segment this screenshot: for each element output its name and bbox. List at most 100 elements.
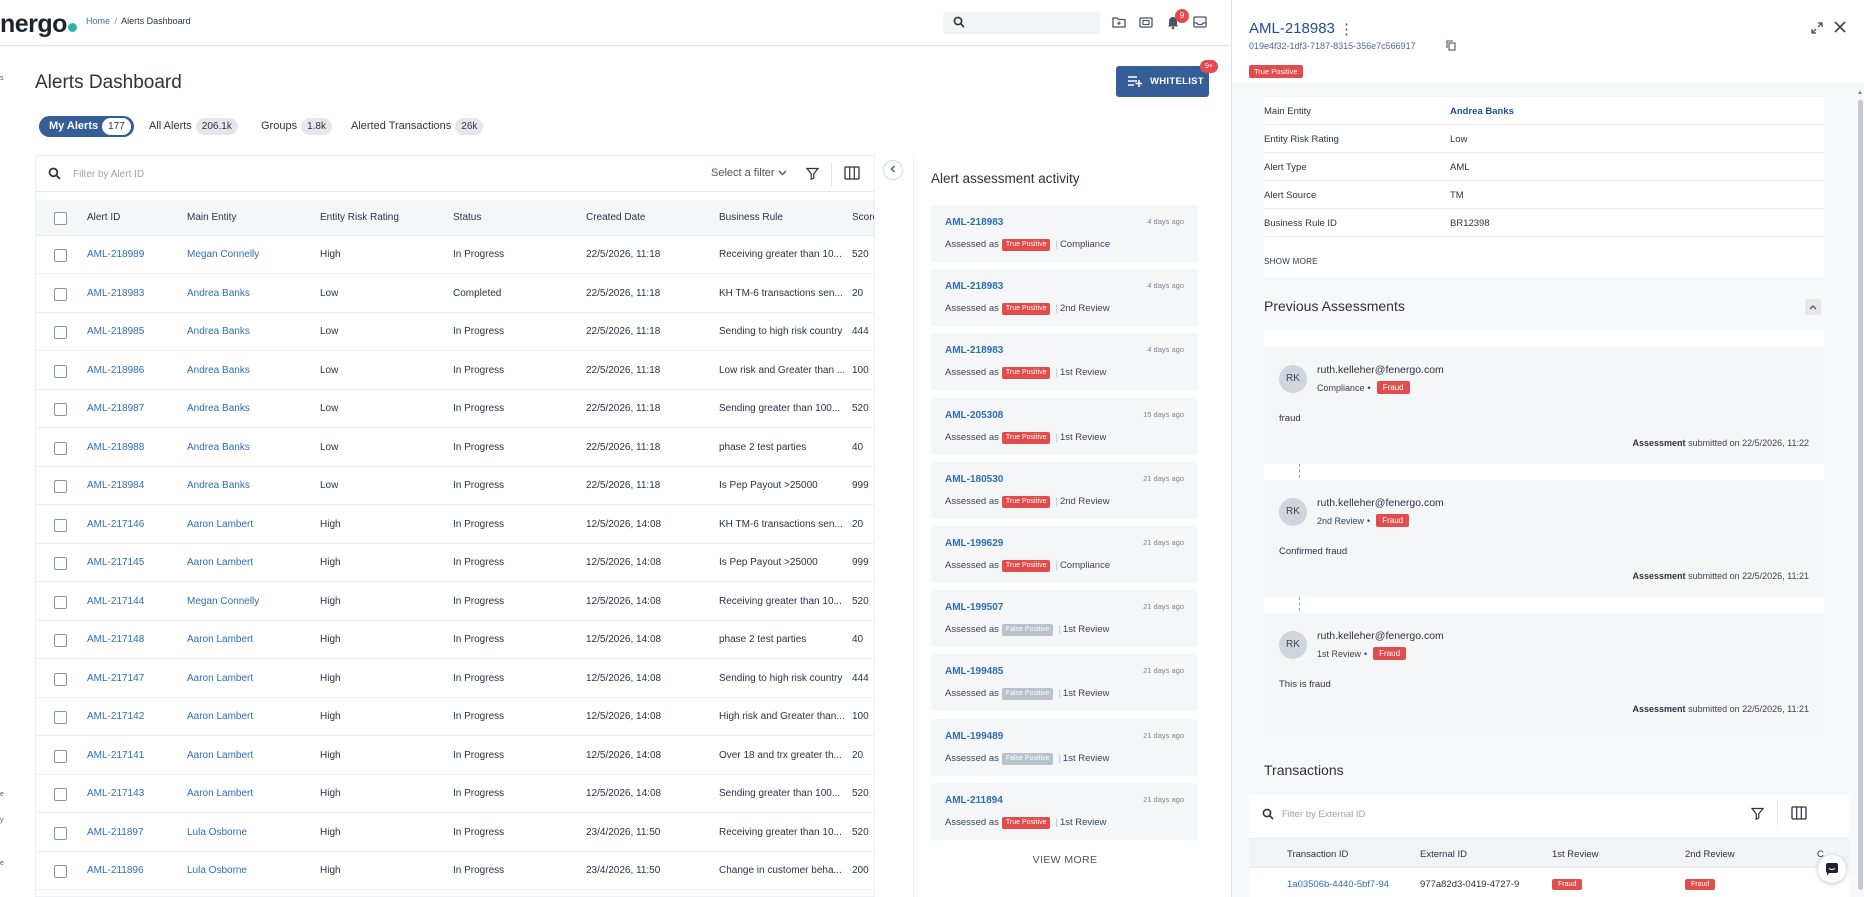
row-checkbox[interactable]: [54, 672, 67, 686]
select-all-checkbox[interactable]: [54, 212, 67, 225]
tab-groups[interactable]: Groups 1.8k: [261, 116, 332, 137]
alert-id-link[interactable]: AML-217143: [87, 788, 145, 799]
activity-alert-id[interactable]: AML-199489: [945, 730, 1004, 742]
main-entity-link[interactable]: Andrea Banks: [187, 480, 250, 491]
detail-value[interactable]: Andrea Banks: [1450, 106, 1514, 117]
column-header[interactable]: Status: [453, 212, 482, 223]
folder-icon[interactable]: [1111, 14, 1127, 30]
main-entity-link[interactable]: Aaron Lambert: [187, 518, 254, 530]
copy-icon[interactable]: [1446, 40, 1456, 51]
breadcrumb-home[interactable]: Home: [86, 16, 111, 26]
row-checkbox[interactable]: [54, 480, 67, 493]
row-checkbox[interactable]: [54, 441, 67, 455]
alert-id-link[interactable]: AML-211896: [87, 865, 144, 876]
scrollbar[interactable]: [1857, 96, 1863, 897]
table-row[interactable]: AML-218989 Megan Connelly High In Progress 2…: [36, 236, 874, 274]
activity-item[interactable]: AML-199485 21 days ago Assessed as False Po…: [931, 654, 1198, 712]
table-row[interactable]: AML-211897 Lula Osborne High In Progress 23/…: [36, 814, 874, 852]
alert-id-link[interactable]: AML-217146: [87, 518, 145, 530]
transaction-id-link[interactable]: 1a03506b-4440-5bf7-94: [1287, 879, 1389, 890]
row-checkbox[interactable]: [54, 788, 67, 801]
row-checkbox[interactable]: [54, 826, 67, 840]
alert-id-link[interactable]: AML-217144: [87, 595, 145, 607]
alert-id-link[interactable]: AML-218987: [87, 403, 145, 414]
main-entity-link[interactable]: Aaron Lambert: [187, 634, 254, 645]
main-entity-link[interactable]: Aaron Lambert: [187, 788, 254, 799]
column-header[interactable]: 1st Review: [1552, 849, 1599, 860]
main-entity-link[interactable]: Andrea Banks: [187, 326, 250, 337]
alert-id-link[interactable]: AML-218988: [87, 441, 145, 453]
global-search-input[interactable]: [943, 12, 1100, 34]
table-row[interactable]: AML-218984 Andrea Banks Low In Progress 22/5…: [36, 467, 874, 505]
main-entity-link[interactable]: Andrea Banks: [187, 441, 250, 453]
row-checkbox[interactable]: [54, 634, 67, 647]
table-row[interactable]: AML-211896 Lula Osborne High In Progress 23/…: [36, 852, 874, 890]
activity-item[interactable]: AML-218983 4 days ago Assessed as True Posi…: [931, 205, 1198, 262]
row-checkbox[interactable]: [54, 865, 67, 878]
whitelist-button[interactable]: WHITELIST: [1116, 66, 1209, 97]
main-entity-link[interactable]: Lula Osborne: [187, 826, 248, 838]
alert-id-link[interactable]: AML-217145: [87, 557, 145, 568]
view-more-button[interactable]: VIEW MORE: [1032, 854, 1098, 866]
main-entity-link[interactable]: Andrea Banks: [187, 364, 250, 376]
row-checkbox[interactable]: [54, 711, 67, 724]
main-entity-link[interactable]: Megan Connelly: [187, 595, 260, 607]
alert-id-link[interactable]: AML-211897: [87, 826, 144, 838]
row-checkbox[interactable]: [54, 326, 67, 339]
tab-my-alerts[interactable]: My Alerts 177: [39, 116, 134, 137]
table-row[interactable]: AML-217144 Megan Connelly High In Progress 1…: [36, 583, 874, 621]
columns-icon[interactable]: [844, 166, 860, 180]
activity-alert-id[interactable]: AML-211894: [945, 794, 1003, 806]
column-header[interactable]: Entity Risk Rating: [320, 212, 399, 223]
tab-alerted-transactions[interactable]: Alerted Transactions 26k: [351, 116, 484, 137]
main-entity-link[interactable]: Lula Osborne: [187, 865, 248, 876]
activity-alert-id[interactable]: AML-180530: [945, 473, 1004, 485]
column-header[interactable]: Transaction ID: [1287, 849, 1349, 860]
table-row[interactable]: AML-218986 Andrea Banks Low In Progress 22/5…: [36, 352, 874, 390]
case-icon[interactable]: [1138, 14, 1154, 30]
activity-item[interactable]: AML-180530 21 days ago Assessed as True Pos…: [931, 461, 1198, 519]
activity-item[interactable]: AML-199629 21 days ago Assessed as True Pos…: [931, 526, 1198, 583]
activity-alert-id[interactable]: AML-199507: [945, 602, 1004, 614]
alert-id-link[interactable]: AML-217141: [87, 749, 145, 761]
table-row[interactable]: AML-217142 Aaron Lambert High In Progress 12…: [36, 698, 874, 736]
collapse-section-button[interactable]: [1805, 299, 1821, 315]
activity-alert-id[interactable]: AML-205308: [945, 409, 1004, 421]
alert-id-link[interactable]: AML-217142: [87, 711, 145, 722]
activity-item[interactable]: AML-218983 4 days ago Assessed as True Posi…: [931, 269, 1198, 327]
column-header[interactable]: C: [1817, 849, 1824, 860]
main-entity-link[interactable]: Andrea Banks: [187, 403, 250, 414]
chat-button[interactable]: [1818, 855, 1846, 883]
select-filter-dropdown[interactable]: Select a filter: [711, 167, 787, 179]
activity-alert-id[interactable]: AML-218983: [945, 217, 1004, 228]
column-header[interactable]: Created Date: [586, 212, 646, 223]
table-row[interactable]: AML-218985 Andrea Banks Low In Progress 22/5…: [36, 313, 874, 351]
more-options-icon[interactable]: ⋮: [1339, 21, 1354, 38]
table-row[interactable]: AML-217148 Aaron Lambert High In Progress 12…: [36, 621, 874, 659]
column-header[interactable]: External ID: [1420, 849, 1467, 860]
activity-alert-id[interactable]: AML-218983: [945, 345, 1004, 357]
columns-icon[interactable]: [1791, 806, 1807, 820]
table-row[interactable]: AML-218988 Andrea Banks Low In Progress 22/5…: [36, 429, 874, 467]
row-checkbox[interactable]: [54, 518, 67, 532]
alert-id-filter-input[interactable]: [73, 165, 373, 183]
main-entity-link[interactable]: Aaron Lambert: [187, 557, 254, 568]
inbox-icon[interactable]: [1192, 14, 1208, 30]
alert-id-link[interactable]: AML-218983: [87, 287, 145, 299]
main-entity-link[interactable]: Andrea Banks: [187, 287, 250, 299]
table-row[interactable]: AML-217146 Aaron Lambert High In Progress 12…: [36, 506, 874, 544]
column-header[interactable]: Alert ID: [87, 212, 121, 223]
row-checkbox[interactable]: [54, 287, 67, 301]
activity-item[interactable]: AML-218983 4 days ago Assessed as True Posi…: [931, 333, 1198, 391]
activity-item[interactable]: AML-211894 21 days ago Assessed as True Pos…: [931, 782, 1198, 840]
activity-item[interactable]: AML-205308 15 days ago Assessed as True Pos…: [931, 397, 1198, 455]
activity-alert-id[interactable]: AML-199485: [945, 666, 1004, 678]
activity-alert-id[interactable]: AML-218983: [945, 281, 1004, 293]
scrollbar-thumb[interactable]: [1858, 100, 1863, 890]
filter-funnel-icon[interactable]: [1751, 807, 1764, 820]
alert-id-link[interactable]: AML-217147: [87, 672, 145, 684]
row-checkbox[interactable]: [54, 249, 67, 262]
alert-id-link[interactable]: AML-218989: [87, 249, 145, 260]
table-row[interactable]: AML-218987 Andrea Banks Low In Progress 22/5…: [36, 390, 874, 428]
row-checkbox[interactable]: [54, 595, 67, 609]
